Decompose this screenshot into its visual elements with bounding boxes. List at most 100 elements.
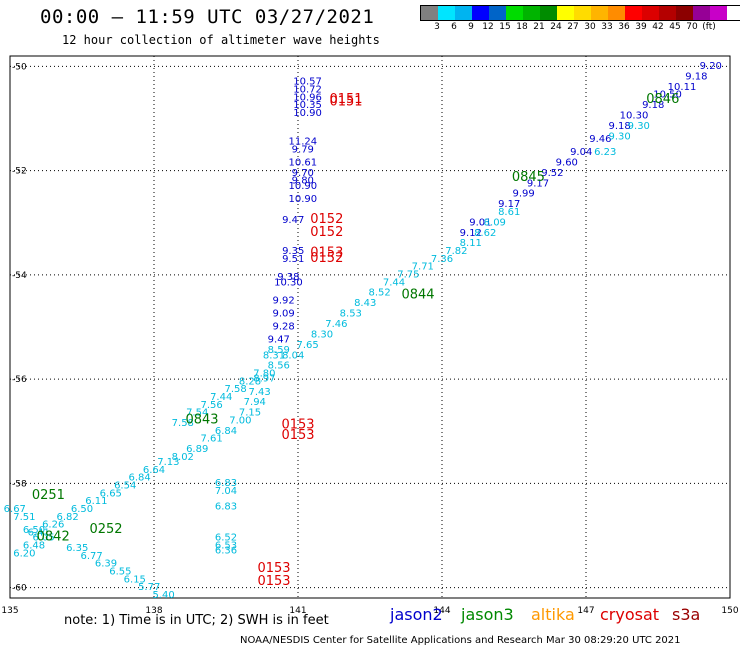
wave-height-label: 8.02 — [172, 452, 194, 463]
footer-note: note: 1) Time is in UTC; 2) SWH is in fe… — [64, 613, 329, 628]
wave-height-label: 8.43 — [354, 298, 376, 309]
wave-height-label: 6.26 — [42, 520, 64, 531]
color-scale-label: (ft) — [702, 22, 716, 32]
color-scale-bar: 3 6 9 12 15 18 21 24 27 30 33 36 39 42 45 70 (ft) — [420, 5, 740, 33]
color-swatch — [642, 6, 659, 20]
wave-height-label: 9.46 — [589, 134, 611, 145]
wave-height-label: 6.82 — [56, 512, 78, 523]
wave-height-label: 10.96 — [293, 92, 322, 103]
wave-height-label: 7.94 — [244, 397, 266, 408]
color-swatch — [506, 6, 523, 20]
wave-height-label: 10.90 — [288, 181, 317, 192]
wave-height-label: 7.54 — [186, 408, 208, 419]
color-scale-label: 27 — [567, 22, 579, 32]
y-tick-label: -56 — [12, 375, 27, 385]
pass-time-label: 0252 — [89, 522, 122, 537]
pass-time-label: 0153 — [281, 428, 314, 443]
wave-height-label: 6.64 — [143, 465, 165, 476]
color-swatch — [659, 6, 676, 20]
wave-height-label: 8.04 — [282, 350, 304, 361]
color-scale-label: 30 — [584, 22, 596, 32]
wave-height-label: 6.36 — [215, 546, 237, 557]
wave-height-label: 9.18 — [608, 121, 630, 132]
y-tick-label: -60 — [12, 584, 27, 594]
x-tick-label: 150 — [721, 606, 738, 616]
wave-height-label: 6.05 — [32, 533, 54, 544]
wave-height-label: 9.35 — [282, 246, 304, 257]
wave-height-label: 8.97 — [253, 374, 275, 385]
wave-height-label: 11.24 — [288, 137, 317, 148]
y-tick-label: -58 — [12, 479, 27, 489]
wave-height-label: 7.58 — [224, 384, 246, 395]
color-scale-label: 12 — [482, 22, 494, 32]
page-title: 00:00 – 11:59 UTC 03/27/2021 — [40, 6, 375, 28]
wave-height-label: 8.62 — [474, 228, 496, 239]
wave-height-label: 7.61 — [200, 434, 222, 445]
wave-height-label: 7.71 — [412, 262, 434, 273]
wave-height-label: 9.70 — [292, 168, 314, 179]
color-scale-label: 6 — [451, 22, 457, 32]
wave-height-label: 7.44 — [383, 277, 405, 288]
color-swatch — [455, 6, 472, 20]
pass-time-label: 0846 — [646, 92, 679, 107]
wave-height-label: 7.43 — [248, 387, 270, 398]
pass-time-label: 0153 — [281, 418, 314, 433]
wave-height-label: 8.56 — [268, 361, 290, 372]
pass-time-label: 0251 — [32, 488, 65, 503]
color-swatch — [676, 6, 693, 20]
wave-height-label: 9.30 — [628, 121, 650, 132]
color-scale-label: 42 — [652, 22, 664, 32]
color-scale-label: 45 — [669, 22, 681, 32]
wave-height-label: 7.65 — [296, 340, 318, 351]
wave-height-label: 9.51 — [282, 254, 304, 265]
wave-height-label: 9.52 — [541, 168, 563, 179]
wave-height-label: 6.41 — [28, 527, 50, 538]
color-scale-label: 39 — [635, 22, 647, 32]
wave-height-label: 9.47 — [268, 335, 290, 346]
color-swatch — [693, 6, 710, 20]
wave-height-label: 6.15 — [124, 574, 146, 585]
pass-time-label: 0152 — [310, 251, 343, 266]
legend-item-jason2: jason2 — [390, 605, 443, 624]
y-tick-label: -54 — [12, 271, 27, 281]
wave-height-label: 10.72 — [293, 84, 322, 95]
wave-height-label: 7.13 — [157, 457, 179, 468]
wave-height-label: 6.39 — [95, 559, 117, 570]
x-tick-label: 138 — [145, 606, 162, 616]
wave-height-label: 9.18 — [642, 100, 664, 111]
wave-height-label: 7.44 — [210, 392, 232, 403]
color-swatch — [574, 6, 591, 20]
wave-height-label: 6.20 — [13, 548, 35, 559]
wave-height-label: 9.47 — [282, 215, 304, 226]
color-scale-label: 36 — [618, 22, 630, 32]
pass-time-label: 0153 — [257, 574, 290, 589]
wave-height-label: 9.60 — [556, 157, 578, 168]
color-scale-label: 21 — [533, 22, 545, 32]
color-swatch — [557, 6, 574, 20]
color-swatch — [625, 6, 642, 20]
wave-height-label: 7.75 — [397, 269, 419, 280]
wave-height-label: 9.30 — [608, 131, 630, 142]
map-frame — [9, 55, 731, 599]
wave-height-label: 7.56 — [200, 400, 222, 411]
pass-time-label: 0152 — [310, 212, 343, 227]
color-scale-label: 3 — [434, 22, 440, 32]
wave-height-label: 9.01 — [469, 217, 491, 228]
wave-height-label: 9.17 — [498, 199, 520, 210]
wave-height-label: 9.12 — [460, 228, 482, 239]
color-swatch — [438, 6, 455, 20]
wave-height-label: 7.82 — [445, 246, 467, 257]
wave-height-label: 7.80 — [253, 369, 275, 380]
legend-item-s3a: s3a — [672, 605, 701, 624]
wave-height-label: 6.54 — [114, 481, 136, 492]
legend-item-altika: altika — [531, 605, 575, 624]
color-swatch — [421, 6, 438, 20]
wave-height-label: 6.50 — [71, 504, 93, 515]
wave-height-label: 8.28 — [239, 376, 261, 387]
wave-height-label: 9.99 — [512, 189, 534, 200]
credit-line: NOAA/NESDIS Center for Satellite Applica… — [240, 635, 681, 646]
x-tick-label: 144 — [433, 606, 450, 616]
color-swatch — [540, 6, 557, 20]
wave-height-label: 7.15 — [239, 408, 261, 419]
color-scale-label: 33 — [601, 22, 613, 32]
